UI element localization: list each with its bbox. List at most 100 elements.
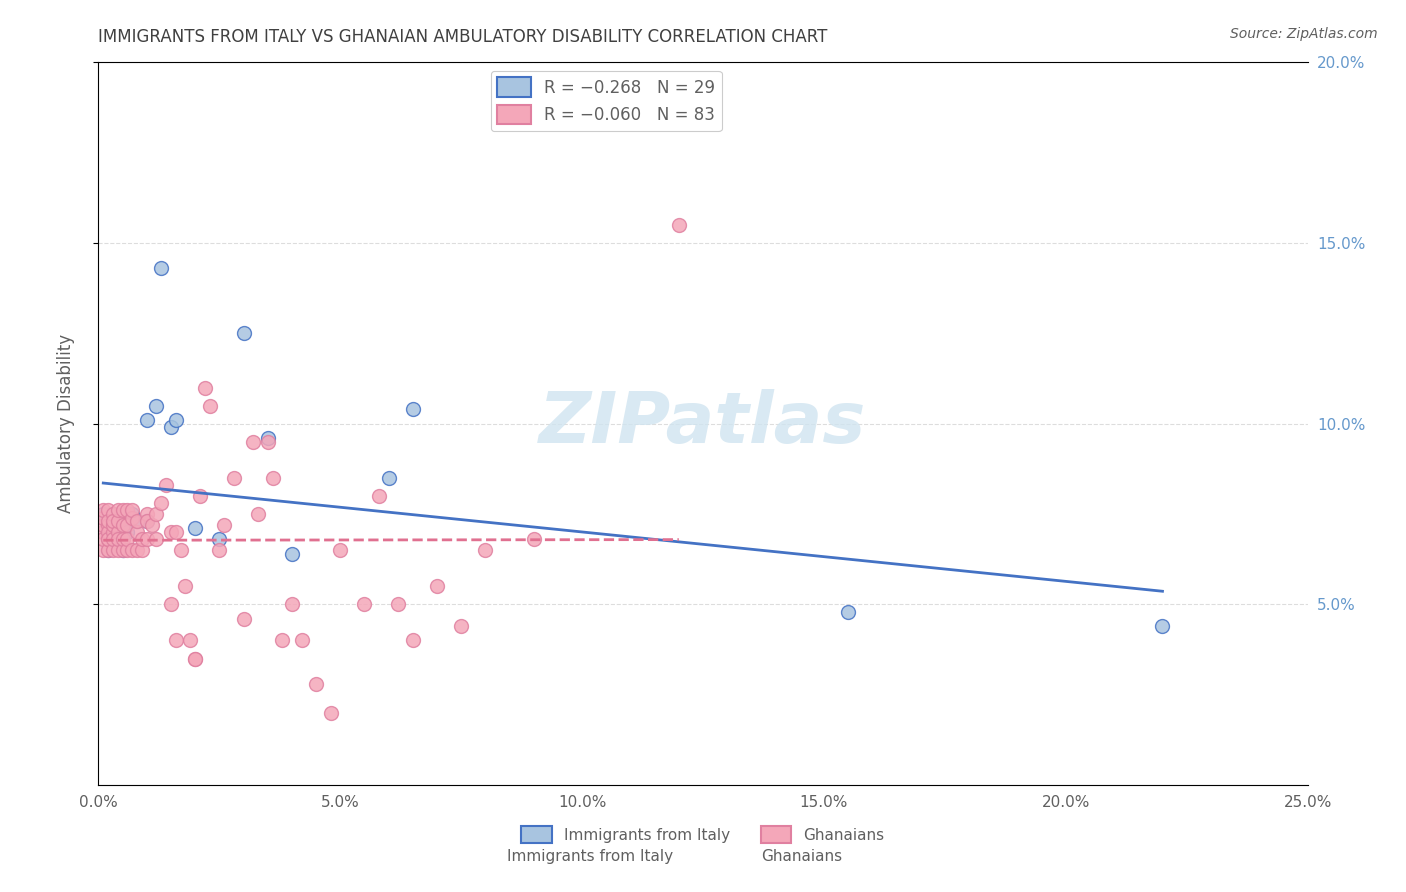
Text: Ghanaians: Ghanaians (761, 849, 842, 863)
Point (135, 514, 157, 528)
Point (111, 507, 134, 521)
Point (101, 517, 124, 532)
Point (91, 517, 114, 532)
Point (194, 380, 217, 394)
Point (208, 543, 231, 558)
Point (121, 543, 143, 558)
Y-axis label: Ambulatory Disability: Ambulatory Disability (56, 334, 75, 513)
Point (121, 507, 143, 521)
Point (377, 471, 399, 485)
Point (107, 517, 129, 532)
Point (97, 517, 120, 532)
Point (208, 533, 231, 547)
Point (97, 503, 120, 517)
Point (131, 533, 153, 547)
Point (97, 533, 120, 547)
Point (242, 434, 264, 449)
Point (117, 517, 139, 532)
Point (165, 633, 187, 648)
Point (426, 579, 449, 593)
Point (160, 420, 183, 434)
Point (107, 533, 129, 547)
Point (222, 471, 245, 485)
Point (117, 533, 139, 547)
Point (135, 514, 157, 528)
Point (450, 619, 472, 633)
Point (155, 478, 177, 492)
Point (212, 517, 235, 532)
Point (121, 503, 143, 517)
Point (101, 507, 124, 521)
Point (256, 431, 278, 445)
Point (111, 524, 134, 539)
Point (145, 507, 167, 521)
Point (160, 524, 183, 539)
Point (117, 524, 139, 539)
Point (281, 598, 304, 612)
Point (135, 413, 157, 427)
Point (668, 218, 690, 232)
Text: IMMIGRANTS FROM ITALY VS GHANAIAN AMBULATORY DISABILITY CORRELATION CHART: IMMIGRANTS FROM ITALY VS GHANAIAN AMBULA… (98, 28, 828, 45)
Point (184, 521, 207, 535)
Point (101, 533, 124, 547)
Text: ZIPatlas: ZIPatlas (540, 389, 866, 458)
Point (127, 514, 149, 528)
Point (353, 598, 375, 612)
Point (127, 543, 149, 558)
Point (165, 524, 187, 539)
Point (179, 633, 201, 648)
Point (232, 326, 254, 341)
Point (101, 543, 124, 558)
Point (402, 402, 425, 417)
Point (1152, 619, 1174, 633)
Point (127, 524, 149, 539)
Point (319, 706, 342, 720)
Point (111, 543, 134, 558)
Point (135, 507, 157, 521)
Point (101, 533, 124, 547)
Point (262, 471, 284, 485)
Point (169, 543, 191, 558)
Point (97, 533, 120, 547)
Point (198, 399, 221, 413)
Point (271, 633, 294, 648)
Point (387, 598, 409, 612)
Point (107, 503, 129, 517)
Point (290, 633, 312, 648)
Point (188, 489, 211, 503)
Point (107, 514, 129, 528)
Point (107, 533, 129, 547)
Point (91, 524, 114, 539)
Point (131, 543, 153, 558)
Legend: Immigrants from Italy, Ghanaians: Immigrants from Italy, Ghanaians (515, 820, 891, 849)
Point (107, 543, 129, 558)
Point (111, 543, 134, 558)
Point (121, 510, 143, 524)
Point (91, 533, 114, 547)
Point (111, 533, 134, 547)
Point (101, 507, 124, 521)
Point (111, 503, 134, 517)
Point (281, 547, 304, 561)
Point (256, 434, 278, 449)
Point (91, 503, 114, 517)
Point (368, 489, 391, 503)
Point (97, 524, 120, 539)
Point (165, 413, 187, 427)
Point (145, 533, 167, 547)
Point (117, 503, 139, 517)
Point (329, 543, 352, 558)
Point (305, 677, 328, 691)
Point (141, 517, 163, 532)
Point (107, 524, 129, 539)
Point (97, 524, 120, 539)
Point (837, 605, 859, 619)
Point (117, 517, 139, 532)
Point (97, 514, 120, 528)
Point (127, 514, 149, 528)
Point (184, 651, 207, 665)
Point (523, 533, 546, 547)
Point (160, 598, 183, 612)
Point (174, 579, 197, 593)
Point (111, 517, 134, 532)
